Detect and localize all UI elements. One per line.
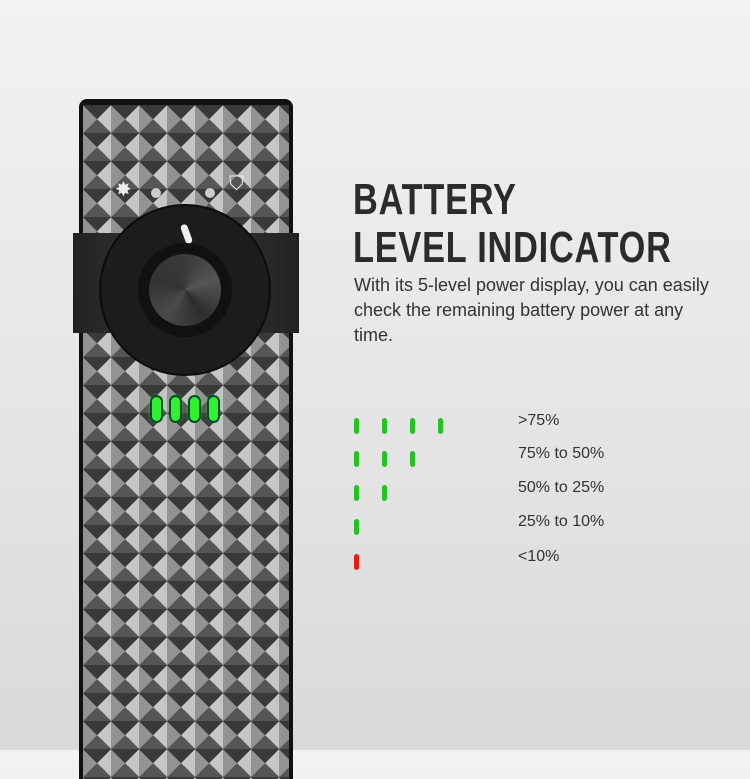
level-label: <10% (518, 548, 560, 565)
level-label: 75% to 50% (518, 445, 605, 462)
level-bar (354, 554, 359, 570)
level-bar (354, 485, 359, 501)
level-label: 50% to 25% (518, 479, 605, 496)
flashlight-device: ✸ ⛉ (73, 99, 299, 779)
dial-inner (138, 243, 232, 337)
dial-pointer (179, 223, 194, 245)
title-line-1: BATTERY (353, 175, 517, 224)
laser-icon: ✸ (115, 179, 132, 201)
battery-led (152, 397, 161, 421)
floodlight-icon: ⛉ (229, 173, 244, 195)
mode-dial[interactable] (101, 206, 269, 374)
level-bar (382, 485, 387, 501)
description: With its 5-level power display, you can … (354, 275, 709, 345)
level-bar (354, 451, 359, 467)
level-bar (382, 418, 387, 434)
page-title: BATTERY LEVEL INDICATOR (353, 176, 672, 272)
level-bar (354, 418, 359, 434)
level-bar (410, 451, 415, 467)
level-label: >75% (518, 412, 560, 429)
level-bar (382, 451, 387, 467)
battery-led (209, 397, 218, 421)
mode-dot (205, 188, 215, 198)
level-bar (354, 519, 359, 535)
level-label: 25% to 10% (518, 513, 605, 530)
battery-led (171, 397, 180, 421)
level-bar (410, 418, 415, 434)
battery-led (190, 397, 199, 421)
power-knob[interactable] (149, 254, 221, 326)
mode-dot (151, 188, 161, 198)
level-bar (438, 418, 443, 434)
title-line-2: LEVEL INDICATOR (353, 223, 672, 272)
